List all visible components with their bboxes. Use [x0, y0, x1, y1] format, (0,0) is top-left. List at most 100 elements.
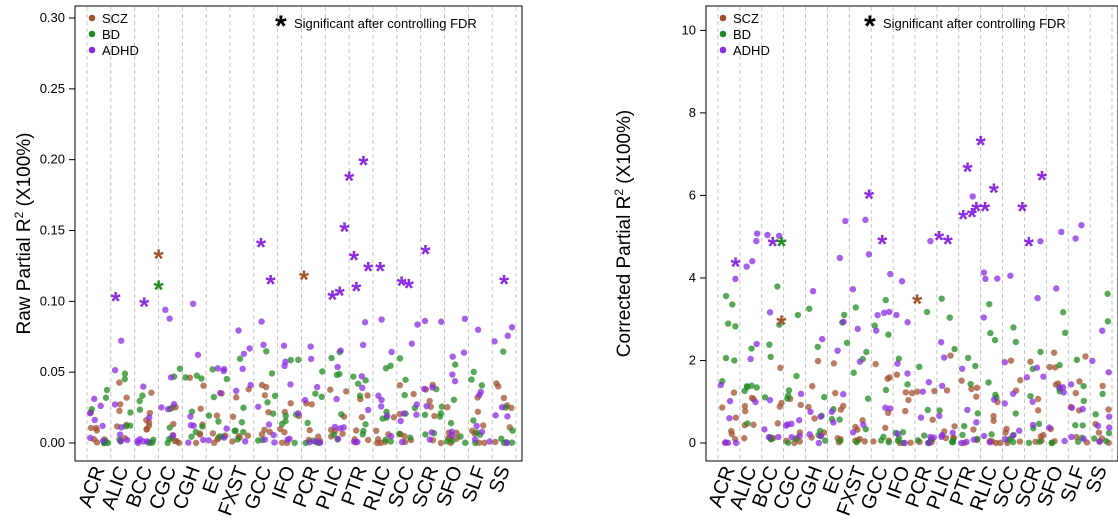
data-point-adhd — [830, 419, 836, 425]
data-point-adhd — [220, 368, 226, 374]
y-tick-label: 0.00 — [40, 435, 65, 450]
data-point-adhd — [753, 341, 759, 347]
data-point-adhd — [783, 422, 789, 428]
data-point-scz — [944, 387, 950, 393]
y-tick-label: 0 — [689, 435, 696, 450]
data-point-adhd — [504, 440, 510, 446]
data-point-adhd — [166, 315, 172, 321]
data-point-scz — [1047, 364, 1053, 370]
x-tick-label: SS — [1082, 463, 1112, 496]
data-point-adhd — [1106, 424, 1112, 430]
significant-marker-adhd: * — [976, 130, 987, 160]
y-tick-label: 0.10 — [40, 293, 65, 308]
significant-marker-bd: * — [153, 275, 164, 305]
data-point-scz — [431, 413, 437, 419]
data-point-bd — [319, 368, 325, 374]
data-point-adhd — [205, 437, 211, 443]
data-point-adhd — [421, 386, 427, 392]
data-point-adhd — [401, 410, 407, 416]
data-point-adhd — [124, 437, 130, 443]
data-point-bd — [731, 357, 737, 363]
data-point-scz — [872, 361, 878, 367]
data-point-adhd — [472, 436, 478, 442]
data-point-adhd — [936, 413, 942, 419]
data-point-scz — [444, 404, 450, 410]
data-point-adhd — [475, 327, 481, 333]
data-point-adhd — [378, 316, 384, 322]
data-point-adhd — [195, 352, 201, 358]
data-point-bd — [821, 394, 827, 400]
data-point-bd — [282, 418, 288, 424]
data-point-adhd — [100, 438, 106, 444]
data-point-bd — [1105, 318, 1111, 324]
data-point-adhd — [894, 360, 900, 366]
significant-marker-bd: * — [776, 231, 787, 261]
data-point-bd — [795, 312, 801, 318]
data-point-scz — [475, 409, 481, 415]
data-point-bd — [904, 381, 910, 387]
data-point-scz — [210, 430, 216, 436]
data-point-adhd — [987, 439, 993, 445]
data-point-adhd — [1106, 414, 1112, 420]
data-point-adhd — [306, 439, 312, 445]
data-point-bd — [863, 349, 869, 355]
data-point-adhd — [140, 383, 146, 389]
data-point-scz — [742, 403, 748, 409]
data-point-adhd — [1061, 389, 1067, 395]
data-point-bd — [362, 421, 368, 427]
data-point-adhd — [1010, 432, 1016, 438]
data-point-scz — [862, 438, 868, 444]
data-point-bd — [295, 357, 301, 363]
data-point-bd — [328, 355, 334, 361]
data-point-adhd — [242, 438, 248, 444]
data-point-bd — [986, 301, 992, 307]
data-point-adhd — [840, 391, 846, 397]
data-point-adhd — [982, 276, 988, 282]
data-point-bd — [452, 361, 458, 367]
data-point-scz — [193, 440, 199, 446]
data-point-bd — [1010, 439, 1016, 445]
data-point-scz — [364, 392, 370, 398]
data-point-bd — [836, 416, 842, 422]
data-point-scz — [731, 389, 737, 395]
data-point-adhd — [235, 327, 241, 333]
significant-marker-scz: * — [153, 243, 164, 273]
data-point-bd — [448, 420, 454, 426]
data-point-bd — [234, 436, 240, 442]
data-point-bd — [1036, 421, 1042, 427]
data-point-bd — [815, 344, 821, 350]
data-point-adhd — [378, 397, 384, 403]
data-point-adhd — [828, 409, 834, 415]
data-point-bd — [462, 440, 468, 446]
x-tick-label: SS — [485, 463, 515, 496]
y-tick-label: 0.20 — [40, 152, 65, 167]
data-point-adhd — [1024, 374, 1030, 380]
data-point-adhd — [850, 429, 856, 435]
data-point-bd — [199, 423, 205, 429]
data-point-bd — [239, 419, 245, 425]
data-point-bd — [1074, 357, 1080, 363]
data-point-adhd — [449, 371, 455, 377]
data-point-adhd — [260, 342, 266, 348]
annotation-text: Significant after controlling FDR — [883, 16, 1066, 31]
data-point-adhd — [1068, 434, 1074, 440]
data-point-adhd — [359, 385, 365, 391]
legend-label: BD — [102, 27, 120, 42]
data-point-adhd — [927, 238, 933, 244]
data-point-adhd — [493, 412, 499, 418]
data-point-adhd — [307, 343, 313, 349]
data-point-bd — [1027, 393, 1033, 399]
data-point-adhd — [112, 367, 118, 373]
data-point-adhd — [964, 407, 970, 413]
data-point-scz — [1017, 377, 1023, 383]
significant-marker-adhd: * — [1037, 165, 1048, 195]
legend-marker — [720, 15, 727, 22]
data-point-adhd — [332, 424, 338, 430]
data-point-bd — [785, 439, 791, 445]
data-point-adhd — [899, 278, 905, 284]
significant-marker-adhd: * — [1024, 231, 1035, 261]
data-point-scz — [308, 401, 314, 407]
data-point-adhd — [158, 404, 164, 410]
data-point-bd — [1080, 422, 1086, 428]
significant-marker-adhd: * — [375, 256, 386, 286]
